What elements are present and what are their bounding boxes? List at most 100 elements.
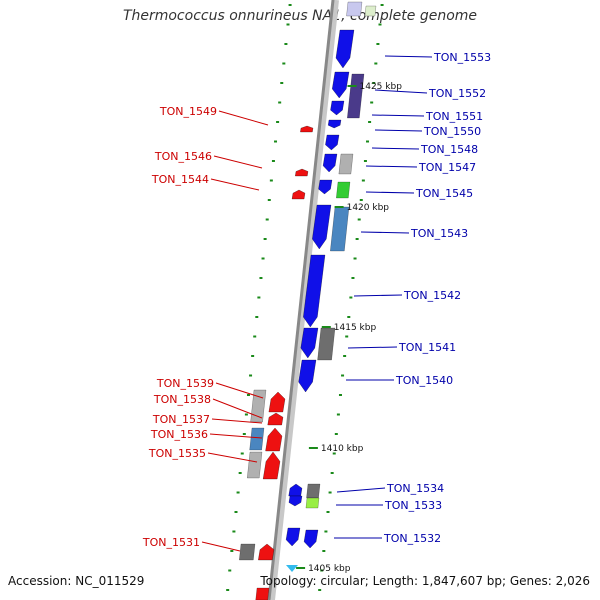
tick-mark (370, 101, 374, 104)
leader-line (365, 165, 418, 168)
tick-mark (257, 296, 261, 299)
tick-mark (318, 589, 322, 591)
tick-mark (338, 394, 342, 396)
gene-box (249, 427, 265, 451)
accession-text: Accession: NC_011529 (8, 574, 145, 588)
gene-box (239, 543, 256, 561)
right-gene-labels: TON_1553 TON_1552 TON_1551 TON_1550 TON_1548… (334, 51, 491, 545)
tick-mark (345, 335, 349, 338)
gene-arrow (258, 543, 275, 561)
tick-mark (267, 199, 271, 201)
tick-mark (334, 433, 338, 435)
tick-mark (276, 121, 280, 123)
tick-mark (228, 569, 232, 572)
tick-mark (326, 511, 330, 513)
tick-mark (368, 121, 372, 123)
leader-line (336, 487, 386, 493)
scale-label: 1405 kbp (308, 564, 351, 574)
gene-arrow (265, 427, 283, 452)
gene-label: TON_1534 (386, 482, 444, 495)
tick-mark (280, 82, 284, 84)
gene-label: TON_1538 (153, 393, 211, 406)
gene-label: TON_1532 (383, 532, 441, 545)
genome-backbone (267, 0, 339, 600)
tick-mark (232, 530, 236, 533)
tick-mark (234, 511, 238, 513)
gene-box (364, 5, 377, 17)
gene-box (305, 497, 320, 509)
tick-mark (288, 4, 292, 6)
gene-arrow (286, 565, 298, 572)
gene-arrow (332, 71, 350, 99)
tick-mark (251, 355, 255, 357)
gene-label: TON_1535 (148, 447, 206, 460)
gene-arrow (330, 100, 345, 116)
tick-mark (271, 160, 275, 162)
tick-mark (242, 433, 246, 435)
gene-arrow (295, 168, 309, 177)
gene-box (317, 327, 336, 361)
tick-mark (380, 4, 384, 6)
gene-label: TON_1549 (159, 105, 217, 118)
gene-box (247, 451, 263, 479)
gene-arrow (327, 119, 342, 129)
gene-label: TON_1547 (418, 161, 476, 174)
tick-mark (343, 355, 347, 357)
gene-arrow (285, 527, 301, 547)
tick-mark (376, 43, 380, 45)
tick-mark (351, 277, 355, 279)
figure-title: Thermococcus onnurineus NA1, complete ge… (122, 8, 478, 24)
tick-mark (263, 238, 267, 240)
tick-mark (265, 218, 269, 221)
gene-label: TON_1548 (420, 143, 478, 156)
gene-arrow (303, 529, 319, 549)
gene-label: TON_1544 (151, 173, 209, 186)
tick-mark (378, 23, 382, 26)
tick-mark (361, 179, 365, 182)
scale-label: 1410 kbp (321, 444, 364, 454)
gene-label: TON_1533 (384, 499, 442, 512)
scale-label: 1420 kbp (347, 203, 390, 213)
tick-mark (261, 257, 265, 260)
leader-line (371, 147, 420, 150)
tick-mark (238, 472, 242, 474)
tick-mark (372, 82, 376, 84)
gene-box (255, 587, 270, 600)
gene-box (347, 73, 365, 119)
tick-mark (259, 277, 263, 279)
gene-label: TON_1539 (156, 377, 214, 390)
gene-label: TON_1536 (150, 428, 208, 441)
gene-arrow (300, 125, 314, 133)
tick-mark (320, 569, 324, 572)
tick-mark (363, 160, 367, 162)
tick-mark (246, 394, 250, 396)
tick-mark (353, 257, 357, 260)
tick-mark (253, 335, 257, 338)
leader-line (371, 114, 425, 117)
gene-label: TON_1551 (425, 110, 483, 123)
tick-mark (284, 43, 288, 45)
gene-arrow (267, 412, 284, 426)
scale-label: 1425 kbp (360, 82, 403, 92)
leader-line (212, 398, 263, 419)
gene-arrow (300, 327, 319, 359)
tick-mark (322, 550, 326, 552)
tick-mark (269, 179, 273, 182)
tick-mark (328, 491, 332, 494)
tick-mark (230, 550, 234, 552)
gene-label: TON_1541 (398, 341, 456, 354)
tick-mark (341, 374, 345, 377)
tick-mark (249, 374, 253, 377)
gene-arrow (291, 189, 306, 200)
tick-mark (349, 296, 353, 299)
gene-label: TON_1542 (403, 289, 461, 302)
tick-mark (324, 530, 328, 533)
tick-mark (236, 491, 240, 494)
leader-line (215, 382, 264, 399)
gene-label: TON_1543 (410, 227, 468, 240)
gene-label: TON_1552 (428, 87, 486, 100)
gene-label: TON_1553 (433, 51, 491, 64)
gene-label: TON_1545 (415, 187, 473, 200)
leader-line (353, 294, 403, 297)
